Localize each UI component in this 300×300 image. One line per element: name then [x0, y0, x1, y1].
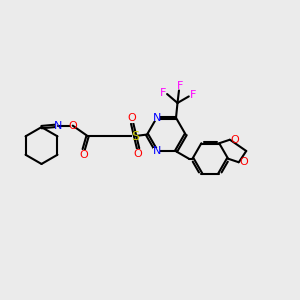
Bar [135, 149, 141, 156]
Text: O: O [79, 150, 88, 160]
Bar [153, 115, 160, 121]
Text: N: N [54, 121, 62, 130]
Text: O: O [134, 149, 142, 159]
Bar [132, 133, 138, 140]
Text: O: O [239, 157, 248, 167]
Bar [55, 122, 61, 129]
Text: N: N [152, 146, 161, 156]
Text: O: O [128, 113, 136, 123]
Bar [129, 116, 135, 123]
Text: O: O [68, 121, 77, 130]
Text: F: F [190, 90, 196, 100]
Text: F: F [160, 88, 167, 98]
Bar [230, 136, 236, 143]
Bar [81, 150, 87, 156]
Bar [153, 148, 160, 154]
Text: N: N [152, 113, 161, 123]
Bar [70, 122, 76, 129]
Text: F: F [176, 81, 183, 91]
Text: O: O [230, 135, 239, 145]
Bar [239, 159, 245, 166]
Text: S: S [131, 130, 139, 142]
